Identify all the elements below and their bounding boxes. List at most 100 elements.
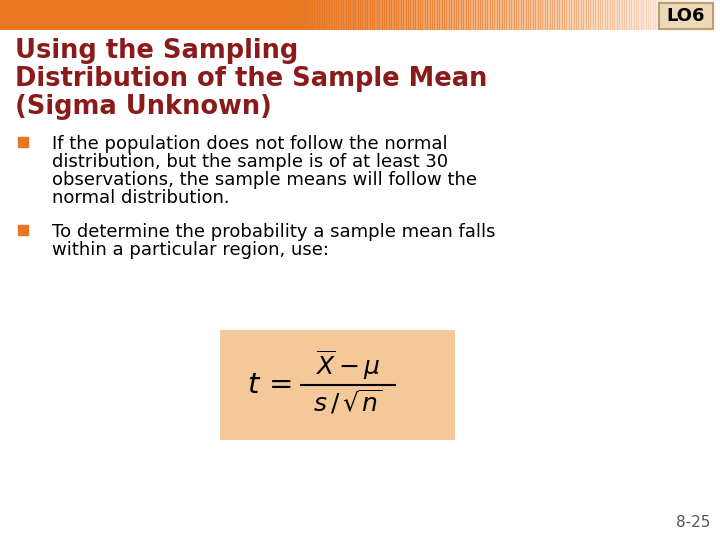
Bar xyxy=(41,0,44,30)
Bar xyxy=(492,0,495,30)
Bar xyxy=(490,0,493,30)
Bar xyxy=(341,0,344,30)
Bar xyxy=(617,0,620,30)
Bar xyxy=(401,0,404,30)
Bar xyxy=(667,0,670,30)
Bar xyxy=(603,0,606,30)
Bar xyxy=(348,0,351,30)
Bar xyxy=(655,0,659,30)
Bar xyxy=(254,0,258,30)
Text: within a particular region, use:: within a particular region, use: xyxy=(52,241,329,259)
Bar xyxy=(696,0,699,30)
Bar xyxy=(91,0,94,30)
Bar xyxy=(243,0,246,30)
Bar xyxy=(355,0,359,30)
Bar xyxy=(117,0,121,30)
Bar xyxy=(269,0,272,30)
Bar xyxy=(713,0,716,30)
Bar xyxy=(110,0,114,30)
Bar xyxy=(70,0,73,30)
Bar xyxy=(132,0,135,30)
Bar xyxy=(12,0,15,30)
Bar xyxy=(322,0,325,30)
Bar xyxy=(513,0,517,30)
Bar xyxy=(7,0,11,30)
Bar xyxy=(122,0,126,30)
Bar xyxy=(418,0,421,30)
Bar xyxy=(461,0,464,30)
Bar xyxy=(708,0,711,30)
Bar xyxy=(319,0,323,30)
Bar xyxy=(305,0,308,30)
Bar xyxy=(487,0,490,30)
Bar xyxy=(607,0,611,30)
Bar xyxy=(245,0,248,30)
Bar xyxy=(439,0,443,30)
Bar xyxy=(485,0,488,30)
Bar xyxy=(449,0,452,30)
Bar xyxy=(2,2,14,14)
Bar xyxy=(189,0,193,30)
Bar xyxy=(672,0,675,30)
Bar xyxy=(711,0,714,30)
Bar xyxy=(689,0,692,30)
Bar xyxy=(230,0,234,30)
Bar xyxy=(528,0,531,30)
Bar xyxy=(86,0,90,30)
Bar xyxy=(499,0,503,30)
Bar xyxy=(588,0,591,30)
Bar xyxy=(398,0,402,30)
Bar xyxy=(581,0,584,30)
Bar xyxy=(593,0,596,30)
Bar xyxy=(531,0,534,30)
Bar xyxy=(324,0,328,30)
Bar xyxy=(639,0,642,30)
Bar xyxy=(9,0,13,30)
Bar xyxy=(403,0,407,30)
Bar xyxy=(187,0,191,30)
Bar xyxy=(22,0,25,30)
Bar xyxy=(94,0,97,30)
Bar xyxy=(331,0,335,30)
Bar xyxy=(353,0,356,30)
Bar xyxy=(310,0,313,30)
Bar xyxy=(612,0,616,30)
Bar xyxy=(50,0,54,30)
Bar xyxy=(379,0,382,30)
Bar xyxy=(125,0,128,30)
Bar xyxy=(432,0,436,30)
Bar xyxy=(31,0,35,30)
Bar xyxy=(19,0,22,30)
Bar xyxy=(506,0,510,30)
Bar xyxy=(297,0,301,30)
Bar xyxy=(336,0,339,30)
Bar xyxy=(600,0,603,30)
Text: 8-25: 8-25 xyxy=(675,515,710,530)
Bar xyxy=(631,0,634,30)
Bar xyxy=(24,0,27,30)
Bar xyxy=(351,0,354,30)
Bar xyxy=(610,0,613,30)
Bar xyxy=(595,0,598,30)
Bar xyxy=(178,0,181,30)
Bar xyxy=(161,0,164,30)
Bar xyxy=(65,0,68,30)
Bar xyxy=(163,0,166,30)
Bar xyxy=(214,0,217,30)
Bar xyxy=(367,0,371,30)
Bar xyxy=(317,0,320,30)
Bar xyxy=(552,0,555,30)
Bar xyxy=(703,0,706,30)
Bar xyxy=(2,0,6,30)
Bar xyxy=(17,0,20,30)
Bar xyxy=(679,0,683,30)
Bar xyxy=(43,0,47,30)
Bar xyxy=(16,2,28,14)
Bar xyxy=(535,0,539,30)
Bar xyxy=(619,0,623,30)
Bar xyxy=(374,0,378,30)
Bar xyxy=(430,0,433,30)
Bar xyxy=(643,0,647,30)
Bar xyxy=(171,0,174,30)
Bar xyxy=(48,0,51,30)
